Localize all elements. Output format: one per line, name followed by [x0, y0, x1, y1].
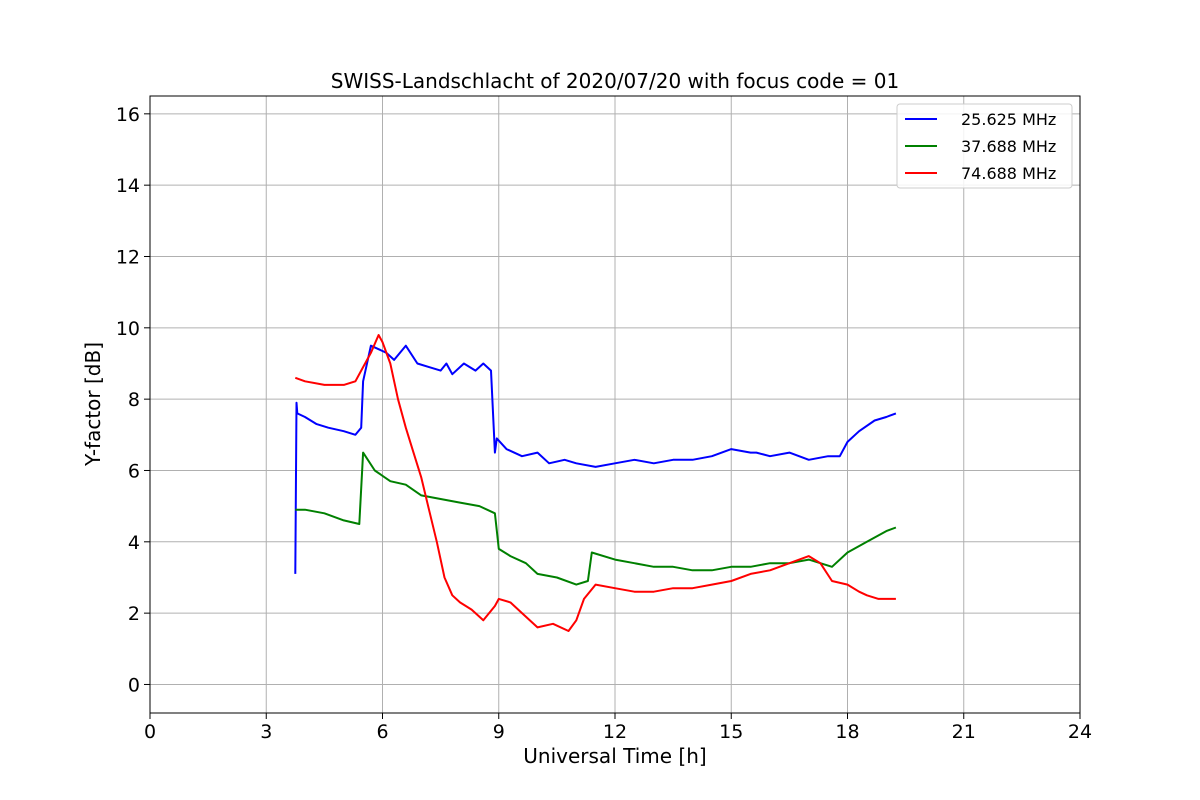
series-line-1: [294, 344, 897, 574]
y-tick-label: 4: [128, 532, 140, 554]
y-axis-title: Y-factor [dB]: [81, 342, 105, 467]
legend-label: 25.625 MHz: [961, 110, 1056, 129]
x-tick-label: 24: [1068, 721, 1092, 743]
series-line-2: [295, 451, 897, 586]
y-axis: 0 2 4 6 8 10 12 14 16: [116, 104, 150, 696]
legend-label: 37.688 MHz: [961, 137, 1056, 156]
y-tick-label: 6: [128, 460, 140, 482]
x-axis: 0 3 6 9 12 15 18 21 24: [144, 713, 1092, 743]
x-axis-title: Universal Time [h]: [523, 744, 706, 768]
x-tick-label: 15: [719, 721, 743, 743]
legend-box: [896, 103, 1073, 189]
x-tick-label: 18: [835, 721, 859, 743]
legend: 25.625 MHz 37.688 MHz 74.688 MHz: [896, 103, 1073, 189]
series-layer: [294, 334, 897, 632]
y-tick-label: 12: [116, 246, 140, 268]
x-tick-label: 12: [603, 721, 627, 743]
y-tick-label: 0: [128, 674, 140, 696]
x-tick-label: 9: [493, 721, 505, 743]
y-tick-label: 2: [128, 603, 140, 625]
legend-label: 74.688 MHz: [961, 164, 1056, 183]
x-tick-label: 21: [952, 721, 976, 743]
y-tick-label: 10: [116, 318, 140, 340]
y-tick-label: 8: [128, 389, 140, 411]
x-tick-label: 6: [376, 721, 388, 743]
series-line-3: [294, 334, 896, 632]
y-tick-label: 14: [116, 175, 140, 197]
x-tick-label: 0: [144, 721, 156, 743]
y-tick-label: 16: [116, 104, 140, 126]
x-tick-label: 3: [260, 721, 272, 743]
chart-title: SWISS-Landschlacht of 2020/07/20 with fo…: [331, 69, 899, 93]
